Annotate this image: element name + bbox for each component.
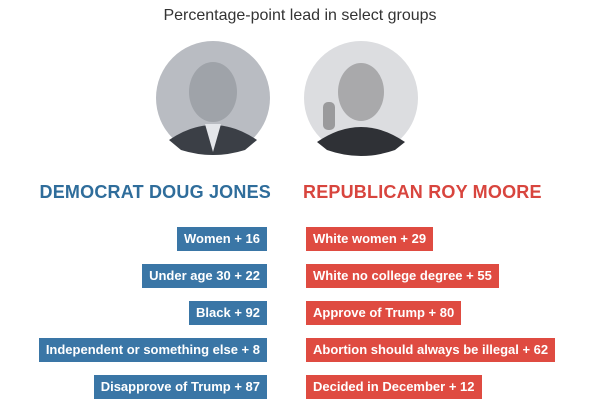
democrat-heading: DEMOCRAT DOUG JONES bbox=[39, 182, 271, 202]
democrat-groups: Women + 16 Under age 30 + 22 Black + 92 Ind… bbox=[38, 227, 267, 399]
democrat-group-label: Independent or something else + 8 bbox=[38, 338, 267, 362]
republican-group-label: White women + 29 bbox=[306, 227, 434, 251]
democrat-group-label: Under age 30 + 22 bbox=[142, 264, 267, 288]
democrat-group-label: Disapprove of Trump + 87 bbox=[93, 375, 267, 399]
democrat-group-label: Women + 16 bbox=[177, 227, 267, 251]
democrat-group-label: Black + 92 bbox=[189, 301, 267, 325]
republican-groups: White women + 29 White no college degree … bbox=[306, 227, 556, 399]
republican-group-label: White no college degree + 55 bbox=[306, 264, 499, 288]
republican-heading: REPUBLICAN ROY MOORE bbox=[303, 182, 542, 202]
title: Percentage-point lead in select groups bbox=[163, 7, 437, 24]
jones-photo bbox=[156, 41, 270, 155]
republican-group-label: Decided in December + 12 bbox=[306, 375, 482, 399]
moore-photo bbox=[304, 41, 418, 156]
republican-group-label: Approve of Trump + 80 bbox=[306, 301, 462, 325]
republican-group-label: Abortion should always be illegal + 62 bbox=[306, 338, 556, 362]
